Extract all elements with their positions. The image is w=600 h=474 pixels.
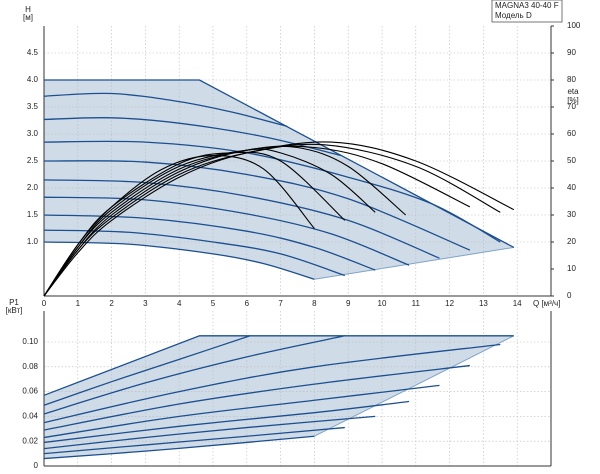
curve [43, 435, 315, 460]
curve [43, 241, 315, 280]
x-tick-label: 1 [76, 299, 81, 308]
y2-tick-label: 80 [567, 75, 576, 84]
curve [43, 196, 410, 266]
x-tick-label: 11 [412, 299, 421, 308]
y2-tick-label: 60 [567, 129, 576, 138]
y2-tick-label: 50 [567, 156, 576, 165]
y2-tick-label: 30 [567, 210, 576, 219]
y2-tick-label: 100 [567, 21, 581, 30]
y-tick-label: 1.0 [27, 237, 39, 246]
curve [43, 179, 440, 259]
y2-unit: [%] [567, 96, 579, 105]
y-tick-label: 1.5 [27, 210, 39, 219]
curve [43, 384, 440, 439]
y-tick-label: 3.0 [27, 129, 39, 138]
y-tick-label: 0.04 [22, 412, 38, 421]
curve [43, 426, 345, 455]
x-tick-label: 10 [378, 299, 387, 308]
y-tick-label: 0.02 [22, 436, 38, 445]
x-tick-label: 6 [245, 299, 250, 308]
curve [43, 92, 288, 128]
x-tick-label: 4 [177, 299, 182, 308]
model-box [491, 0, 563, 23]
y2-tick-label: 0 [567, 291, 572, 300]
y2-tick-label: 10 [567, 264, 576, 273]
curve [43, 160, 471, 251]
x-tick-label: 5 [211, 299, 216, 308]
envelope-curve [43, 335, 514, 396]
y-unit: [кВт] [6, 306, 23, 315]
curve [43, 148, 376, 297]
curve [43, 117, 342, 157]
curve [43, 400, 410, 444]
x-tick-label: 7 [278, 299, 283, 308]
curve [43, 335, 345, 415]
x-tick-label: 3 [143, 299, 148, 308]
curve [43, 335, 251, 406]
curve [43, 364, 470, 431]
x-tick-label: 8 [312, 299, 317, 308]
envelope-curve [44, 79, 515, 248]
y2-tick-label: 20 [567, 237, 576, 246]
y2-tick-label: 70 [567, 102, 576, 111]
x-label: Q [м³/ч] [533, 299, 560, 308]
y-tick-label: 0.10 [22, 337, 38, 346]
curve [43, 229, 346, 277]
x-tick-label: 12 [445, 299, 454, 308]
operating-area [44, 80, 514, 280]
curve [43, 140, 501, 243]
y-tick-label: 2.5 [27, 156, 39, 165]
x-tick-label: 13 [479, 299, 488, 308]
y-tick-label: 0 [34, 461, 39, 470]
curve [43, 415, 376, 450]
y-tick-label: 0.06 [22, 387, 38, 396]
y-tick-label: 0.08 [22, 362, 38, 371]
y2-label: eta [567, 87, 579, 96]
curve [43, 155, 315, 297]
model-variant: Модель D [495, 11, 532, 20]
y-label: H [25, 5, 31, 14]
y-tick-label: 3.5 [27, 102, 39, 111]
model-name: MAGNA3 40-40 F [495, 1, 559, 10]
area-boundary [314, 335, 515, 437]
y2-tick-label: 40 [567, 183, 576, 192]
curve [43, 343, 501, 424]
x-tick-label: 0 [42, 299, 47, 308]
area-boundary [314, 246, 514, 280]
y-label: P1 [9, 298, 19, 307]
x-tick-label: 14 [513, 299, 522, 308]
y-tick-label: 2.0 [27, 183, 39, 192]
y2-tick-label: 90 [567, 48, 576, 57]
x-tick-label: 2 [109, 299, 114, 308]
y-tick-label: 4.5 [27, 48, 39, 57]
y-unit: [м] [23, 13, 33, 22]
y-tick-label: 4.0 [27, 75, 39, 84]
x-tick-label: 9 [346, 299, 351, 308]
